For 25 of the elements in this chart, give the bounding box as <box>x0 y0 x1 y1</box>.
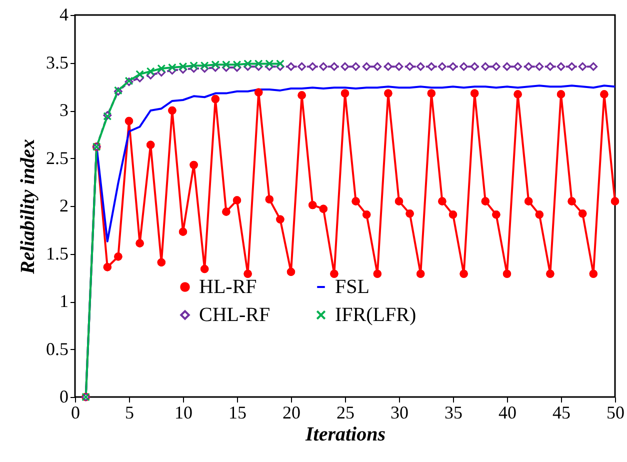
legend-label: FSL <box>335 276 370 298</box>
y-tick-label: 1 <box>60 291 68 311</box>
x-tick-label: 40 <box>498 402 516 422</box>
y-tick-label: 0.5 <box>46 338 68 359</box>
x-tick-label: 25 <box>336 402 354 422</box>
y-tick-label: 2.5 <box>46 148 68 168</box>
x-axis-title: Iterations <box>304 424 386 446</box>
x-tick-label: 5 <box>125 402 134 422</box>
y-axis-title: Reliability index <box>17 139 39 275</box>
y-tick-label: 4 <box>60 4 68 24</box>
y-tick-label: 3 <box>60 100 68 120</box>
y-tick-label: 0 <box>60 386 68 406</box>
legend-label: IFR(LFR) <box>335 304 416 326</box>
y-tick-label: 3.5 <box>46 52 68 72</box>
x-tick-label: 10 <box>174 402 192 422</box>
x-tick-label: 50 <box>606 402 624 422</box>
x-tick-label: 45 <box>552 402 570 422</box>
x-tick-label: 20 <box>282 402 300 422</box>
x-tick-label: 15 <box>228 402 246 422</box>
x-tick-label: 30 <box>390 402 408 422</box>
legend-label: HL-RF <box>199 276 257 298</box>
x-tick-label: 35 <box>444 402 462 422</box>
y-tick-label: 1.5 <box>46 243 68 264</box>
y-tick-label: 2 <box>60 196 68 216</box>
legend-label: CHL-RF <box>199 304 270 326</box>
